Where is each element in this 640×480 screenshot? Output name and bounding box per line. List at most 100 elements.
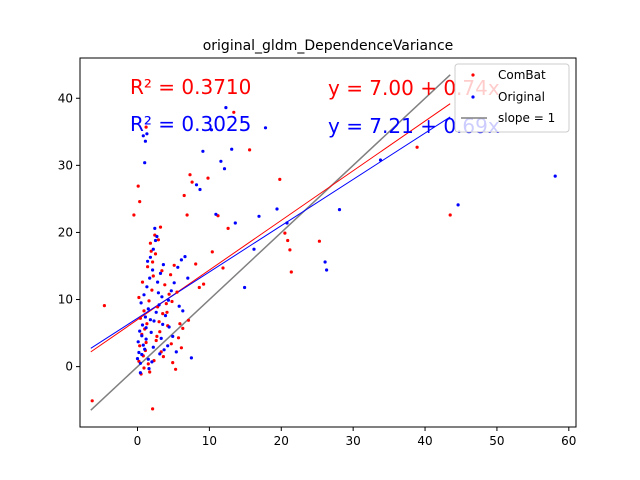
original-point-3 [140,352,144,357]
combat-point-51 [202,282,206,286]
combat-point-20 [137,295,141,300]
combat-point-37 [172,263,176,267]
original-point-17 [148,255,152,259]
combat-point-18 [147,299,151,303]
combat-point-29 [149,249,153,253]
combat-point-70 [169,342,173,346]
combat-point-66 [448,213,452,217]
combat-point-47 [188,173,192,177]
combat-point-48 [190,180,194,184]
original-point-34 [161,322,165,326]
fit-lines [90,74,451,411]
combat-point-53 [210,250,214,254]
original-point-29 [156,280,160,284]
original-point-1 [137,350,141,355]
y-tick-label-2: 20 [58,225,73,239]
original-point-37 [169,289,173,293]
combat-point-78 [165,310,169,314]
combat-point-23 [151,274,155,278]
original-point-36 [166,298,170,302]
combat-point-16 [142,309,146,313]
combat-point-81 [160,269,164,273]
original-point-38 [172,281,176,285]
axis-ticks: 0 10 20 30 40 50 60 0 10 20 30 40 [58,91,577,448]
combat-point-77 [157,320,161,324]
original-point-59 [285,221,289,225]
original-point-44 [194,183,199,187]
combat-point-59 [278,177,282,181]
original-point-10 [146,307,150,311]
combat-point-1 [102,304,106,308]
original-point-30 [158,271,163,275]
original-point-58 [275,207,279,211]
original-point-23 [141,134,145,138]
combat-point-82 [151,260,155,264]
combat-point-12 [138,344,142,348]
combat-point-2 [132,213,136,217]
combat-point-45 [182,193,186,198]
original-point-12 [142,293,146,297]
original-point-76 [148,318,152,322]
legend-marker-combat [471,73,475,77]
combat-point-32 [161,312,165,316]
original-point-66 [166,344,170,348]
original-point-57 [263,126,268,130]
combat-point-75 [144,340,148,345]
original-point-48 [214,212,218,216]
data-points [90,106,557,411]
original-point-69 [158,352,162,356]
combat-point-25 [148,241,152,245]
combat-point-36 [169,273,173,277]
combat-point-68 [181,326,185,330]
axes-frame [79,57,577,428]
original-point-47 [209,128,214,132]
x-tick-label-5: 50 [489,434,504,448]
original-point-32 [153,226,157,230]
original-point-5 [143,347,147,351]
original-point-16 [146,259,150,263]
combat-point-11 [146,362,150,366]
combat-point-46 [185,213,189,217]
original-point-8 [140,323,145,327]
combat-point-73 [148,370,152,374]
combat-point-56 [226,226,230,230]
original-point-4 [141,343,145,347]
original-point-21 [143,139,147,143]
x-tick-label-4: 40 [417,434,432,448]
combat-point-67 [178,322,182,326]
combat-point-27 [156,238,160,242]
original-point-50 [222,167,227,171]
combat-point-71 [161,355,165,359]
combat-point-21 [140,280,145,284]
combat-point-43 [176,336,181,340]
original-point-25 [152,319,156,323]
legend-label-identity: slope = 1 [498,111,555,125]
combat-point-79 [170,299,174,304]
combat-point-6 [151,407,155,411]
original-point-18 [151,247,155,251]
original-point-63 [378,158,383,162]
combat-point-63 [289,270,293,274]
original-point-52 [230,147,234,151]
combat-fit-line [90,103,451,353]
combat-point-22 [146,265,150,269]
original-point-41 [183,255,187,259]
r2-original-label: R² = 0.3025 [130,112,251,136]
combat-point-35 [163,283,167,287]
original-point-43 [189,356,193,360]
combat-point-33 [164,302,168,306]
combat-point-65 [415,145,419,149]
original-point-67 [171,334,175,338]
original-point-70 [150,360,154,364]
combat-point-31 [158,330,162,334]
combat-point-58 [248,148,252,152]
combat-point-49 [194,262,198,266]
combat-point-15 [138,316,142,320]
combat-point-80 [175,290,179,294]
legend: ComBat Original slope = 1 [454,63,570,133]
original-point-54 [243,285,247,290]
original-point-49 [219,159,223,163]
original-point-81 [167,325,171,329]
combat-point-28 [158,225,163,229]
